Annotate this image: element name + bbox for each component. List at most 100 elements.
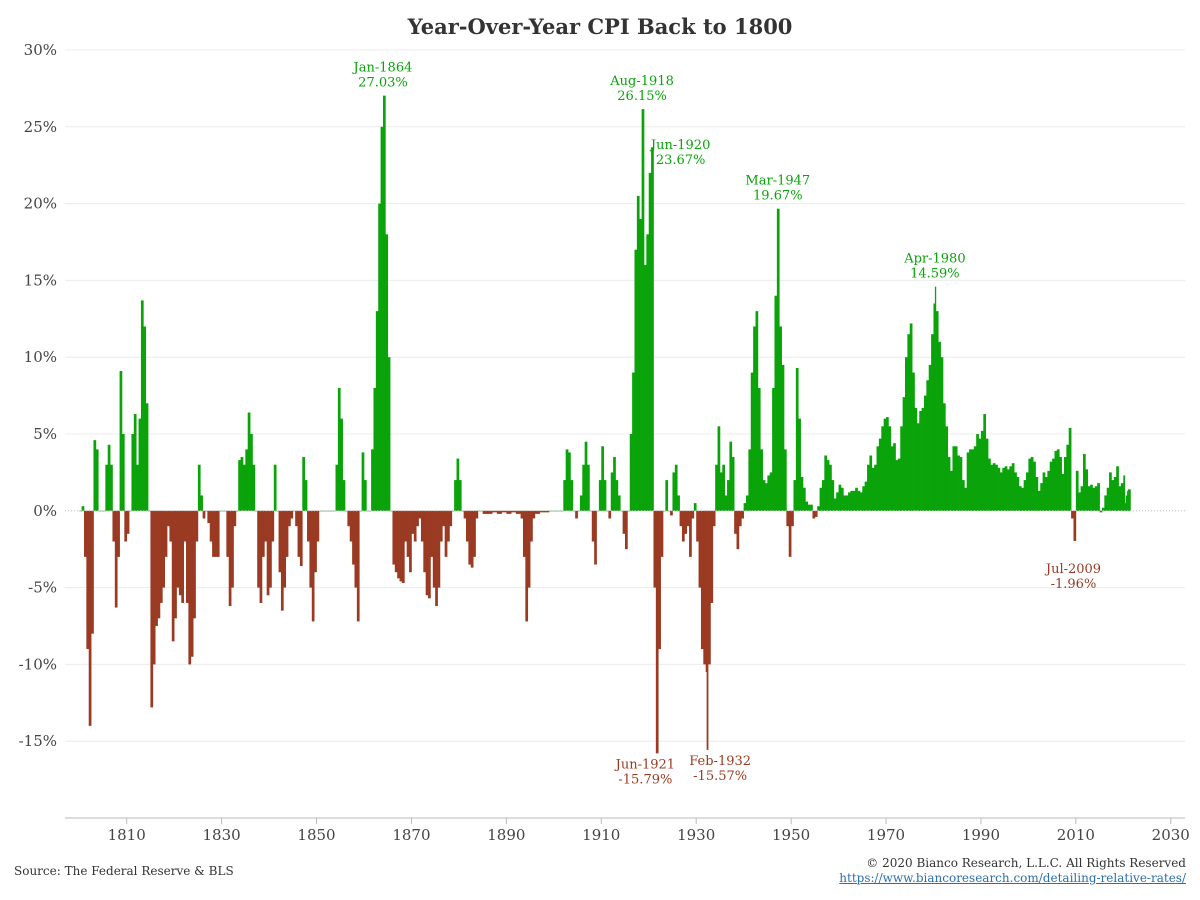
- cpi-bar: [416, 510, 419, 527]
- y-tick-label: 10%: [24, 348, 57, 366]
- cpi-bar: [468, 510, 472, 565]
- cpi-bar: [570, 480, 574, 511]
- cpi-bar: [264, 510, 268, 542]
- annotation-value: 23.67%: [656, 153, 706, 168]
- cpi-bar: [226, 510, 230, 557]
- cpi-bar: [392, 510, 396, 565]
- cpi-bar: [947, 457, 951, 511]
- cpi-bar: [743, 503, 747, 511]
- cpi-bar: [356, 510, 360, 622]
- cpi-bar: [307, 510, 310, 542]
- cpi-bar: [250, 434, 253, 511]
- cpi-bar: [1047, 470, 1051, 511]
- cpi-bar: [648, 172, 652, 511]
- cpi-bar: [121, 434, 125, 511]
- cpi-bar: [971, 449, 975, 511]
- cpi-bar: [774, 295, 778, 511]
- source-note: Source: The Federal Reserve & BLS: [14, 864, 234, 878]
- cpi-bar: [978, 438, 982, 511]
- cpi-bar: [473, 510, 476, 557]
- cpi-bar: [736, 510, 740, 550]
- cpi-bar: [840, 487, 844, 511]
- cpi-bar: [515, 510, 521, 514]
- cpi-bar: [454, 480, 457, 511]
- cpi-bar: [1092, 487, 1096, 511]
- source-link[interactable]: https://www.biancoresearch.com/detailing…: [839, 871, 1186, 885]
- cpi-bar: [831, 480, 835, 511]
- cpi-bar: [928, 364, 932, 511]
- cpi-bar: [432, 510, 436, 588]
- cpi-bar: [698, 510, 702, 588]
- cpi-bar: [212, 510, 215, 557]
- cpi-bar: [634, 249, 638, 511]
- cpi-bar: [257, 510, 260, 588]
- cpi-bar: [1068, 427, 1072, 511]
- cpi-bar: [406, 510, 410, 557]
- cpi-bar: [667, 510, 671, 512]
- cpi-bar: [674, 464, 678, 511]
- annotation-value: 19.67%: [753, 189, 803, 204]
- cpi-bar: [689, 510, 692, 557]
- cpi-bar: [606, 510, 609, 512]
- cpi-bar: [712, 510, 716, 527]
- cpi-bar: [582, 464, 586, 511]
- cpi-bar: [207, 510, 211, 524]
- cpi-bar: [890, 446, 894, 511]
- cpi-bar: [845, 495, 849, 511]
- cpi-bar: [117, 510, 120, 557]
- cpi-bar: [878, 438, 882, 511]
- cpi-bar: [783, 449, 787, 511]
- annotation-value: 14.59%: [910, 267, 960, 282]
- cpi-bar: [1052, 458, 1055, 511]
- cpi-bar: [584, 441, 588, 511]
- cpi-bar: [193, 510, 196, 619]
- cpi-bar: [366, 510, 370, 512]
- cpi-bar: [641, 109, 645, 511]
- cpi-bar: [539, 510, 545, 513]
- cpi-bar: [81, 506, 85, 511]
- cpi-bar: [988, 458, 991, 511]
- cpi-bar: [525, 510, 529, 622]
- cpi-bar: [1056, 449, 1060, 511]
- cpi-bar: [601, 446, 604, 511]
- cpi-bar: [1028, 458, 1032, 511]
- cpi-bar: [511, 510, 517, 513]
- cpi-bar: [1101, 507, 1105, 511]
- cpi-bar: [1033, 461, 1036, 511]
- cpi-bar: [162, 510, 166, 588]
- y-tick-label: 20%: [24, 195, 57, 213]
- cpi-bar: [520, 510, 524, 519]
- cpi-bar: [159, 510, 163, 603]
- bars-group: [79, 95, 1131, 754]
- cpi-bar: [729, 441, 733, 511]
- cpi-bar: [864, 481, 868, 511]
- cpi-bar: [428, 510, 431, 599]
- cpi-bar: [314, 510, 317, 573]
- cpi-bar: [551, 510, 555, 512]
- cpi-bar: [93, 440, 97, 511]
- cpi-bar: [591, 510, 595, 542]
- cpi-bar: [200, 495, 203, 511]
- cpi-bar: [855, 487, 858, 511]
- cpi-bar: [409, 510, 412, 573]
- cpi-bar: [235, 510, 239, 512]
- cpi-bar: [969, 449, 972, 511]
- cpi-bar: [871, 467, 875, 511]
- cpi-bar: [534, 510, 540, 514]
- cpi-bar: [817, 506, 820, 511]
- cpi-bar: [532, 510, 536, 519]
- cpi-bar: [821, 480, 825, 511]
- cpi-bar: [893, 443, 896, 511]
- cpi-bar: [1045, 477, 1048, 511]
- cpi-bar: [1002, 467, 1006, 511]
- y-tick-label: -10%: [19, 655, 57, 673]
- cpi-bar: [672, 472, 676, 511]
- cpi-bar: [114, 510, 118, 608]
- cpi-bar: [997, 467, 1001, 511]
- cpi-bar: [800, 477, 804, 511]
- cpi-bar: [247, 412, 251, 511]
- cpi-bar: [335, 464, 339, 511]
- cpi-bar: [345, 510, 348, 512]
- cpi-bar: [734, 510, 737, 534]
